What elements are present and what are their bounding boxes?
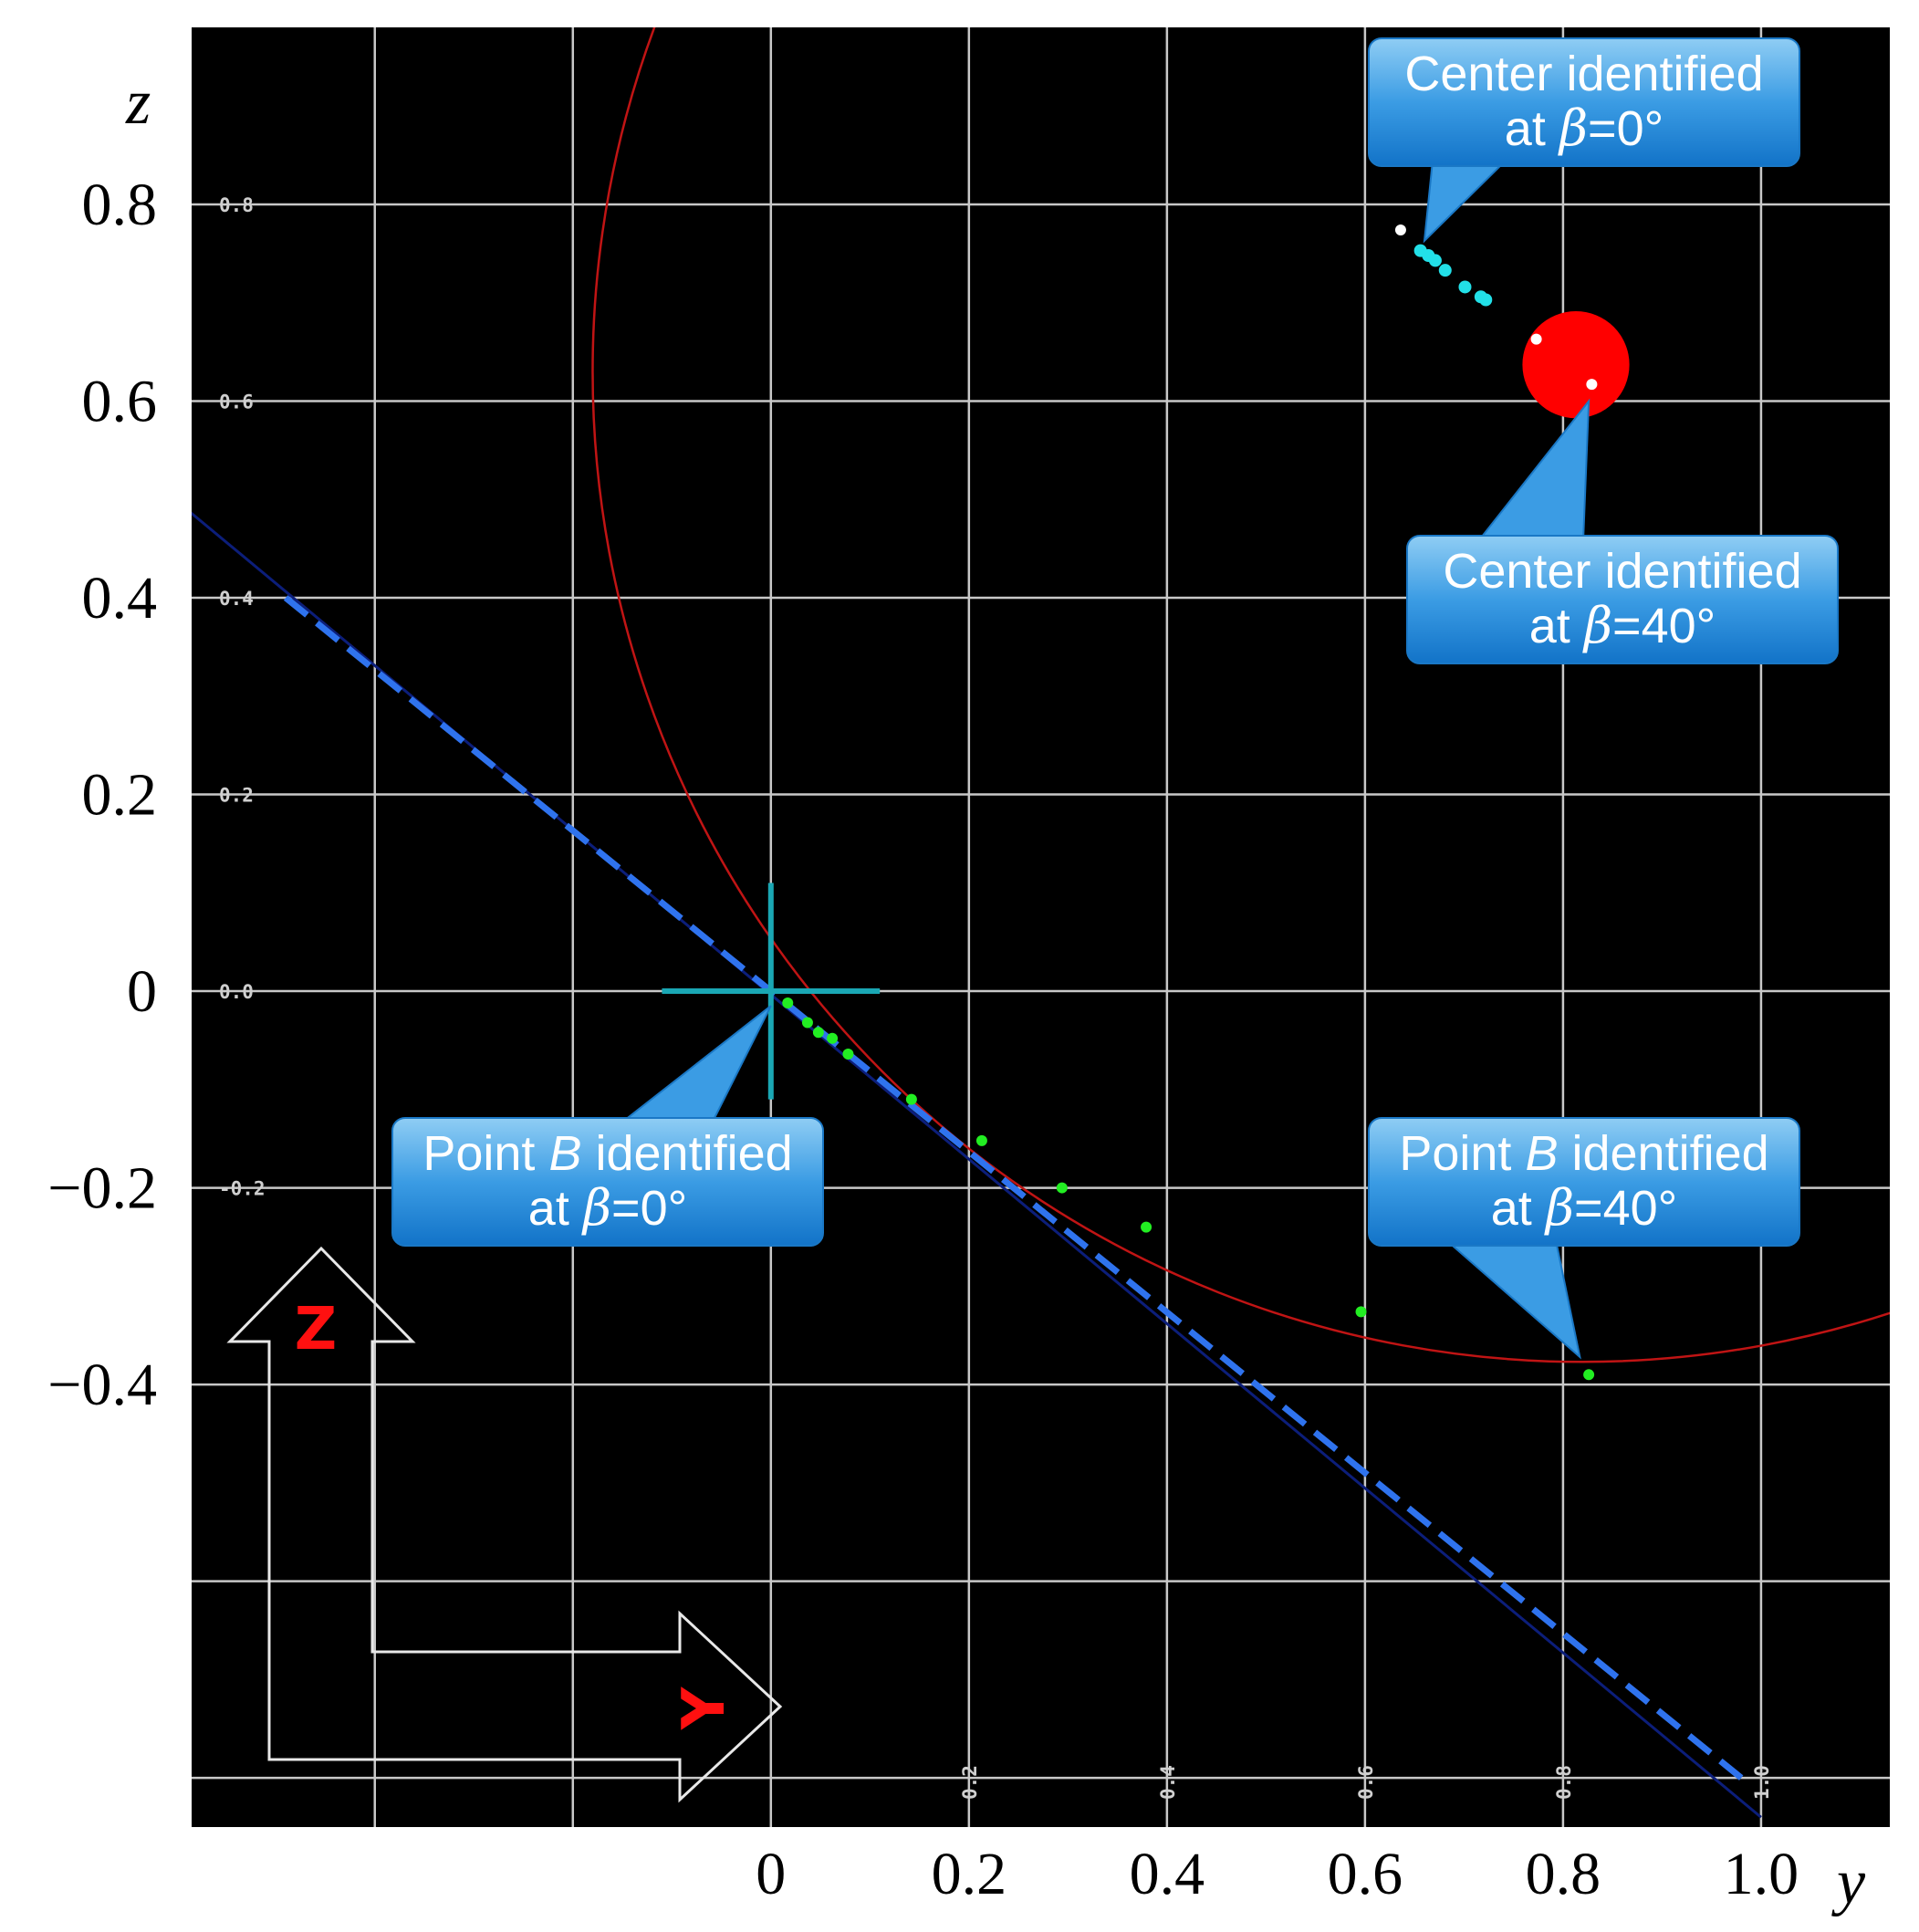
z-axis-tick-label: 0.8 [82,172,158,238]
coordinate-frame-arrows: ZY [226,1246,783,1803]
red-center-disc [1522,311,1630,419]
callout-symbol: β [1582,597,1612,654]
inner-tick-labels: 0.8 0.6 0.4 0.2 0.0 -0.2 0.2 0.4 0.6 0.8 1.0 [219,194,1773,1800]
z-axis-tick-label: 0.6 [82,368,158,434]
z-axis-tick-label: −0.2 [47,1155,157,1222]
inner-z-tick-label: -0.2 [219,1178,266,1200]
inner-z-tick-label: 0.6 [219,391,254,413]
y-axis-tick-label: 0.2 [932,1841,1007,1907]
callout-text-part: identified [581,1126,792,1181]
inner-z-tick-label: 0.0 [219,981,254,1003]
callout-text-part: at [1505,101,1559,156]
callout-text-part: Point [422,1126,548,1181]
point-b-marker [827,1032,839,1044]
white-marker [1586,379,1598,391]
center-marker [1479,293,1493,307]
callout-symbol: B [548,1126,581,1181]
callout-line-2: at β=0° [1505,99,1663,157]
frame-z-label: Z [295,1296,337,1363]
callout-line-1: Center identified [1404,47,1763,101]
callout-symbol: β [1558,99,1588,157]
y-axis-tick-label: 0.6 [1328,1841,1403,1907]
inner-y-tick-label: 0.6 [1355,1765,1377,1800]
point-b-marker [812,1027,824,1039]
z-axis-name: z [125,68,151,138]
center-marker [1438,264,1452,277]
inner-y-tick-label: 0.4 [1157,1765,1179,1800]
y-axis-tick-label: 1.0 [1724,1841,1799,1907]
callout-line-1: Point B identified [422,1126,792,1181]
callout-box [1406,535,1839,664]
plot-background [192,27,1890,1827]
center-marker [1458,280,1472,294]
z-axis-tick-label: 0.2 [82,762,158,829]
point-b-marker [1355,1306,1367,1318]
callout-box [1368,1117,1800,1247]
y-axis-tick-label: 0.4 [1130,1841,1205,1907]
frame-arrow-outline [226,1246,783,1803]
callout-line-2: at β=40° [1529,597,1716,654]
callout-text-part: at [1491,1181,1546,1236]
callout-line-1: Center identified [1443,544,1801,599]
center-marker [1428,254,1442,267]
callout-text-part: =0° [1588,101,1663,156]
dashed-fit-line [283,595,1744,1781]
callout-symbol: B [1525,1126,1558,1181]
callout-line-1: Point B identified [1399,1126,1768,1181]
inner-y-tick-label: 0.8 [1553,1765,1575,1800]
trajectory-circle [591,27,1890,1363]
point-b-marker [842,1049,854,1060]
y-axis-name: y [1831,1847,1866,1917]
point-b-marker [1056,1182,1068,1194]
point-b-marker [905,1093,917,1105]
callout-box [391,1117,824,1247]
callout-box [1368,37,1800,167]
frame-y-label: Y [671,1687,738,1730]
data-points [782,224,1630,1381]
callout-symbol: β [581,1179,611,1237]
inner-y-tick-label: 0.2 [959,1765,981,1800]
callout-symbol: β [1544,1179,1574,1237]
callout-text-part: at [528,1181,583,1236]
callout-text-part: =40° [1574,1181,1677,1236]
inner-z-tick-label: 0.4 [219,588,254,610]
callout-text-part: Point [1399,1126,1525,1181]
y-axis-tick-label: 0 [756,1841,786,1907]
callout-text-part: =0° [611,1181,687,1236]
callout-text-part: =40° [1612,599,1716,653]
callout-text-part: at [1529,599,1584,653]
point-b-marker [1141,1221,1152,1233]
z-axis-tick-label: −0.4 [47,1352,157,1418]
point-b-marker [975,1134,987,1146]
y-axis-tick-label: 0.8 [1526,1841,1601,1907]
curves [192,27,1890,1819]
white-marker [1394,224,1406,235]
point-b-marker [801,1017,813,1029]
point-b-marker [1583,1369,1595,1381]
white-marker [1530,333,1542,345]
inner-z-tick-label: 0.8 [219,194,254,216]
z-axis-tick-label: 0 [127,958,157,1025]
callout-text-part: identified [1558,1126,1768,1181]
callout-line-2: at β=0° [528,1179,687,1237]
callout-line-2: at β=40° [1491,1179,1677,1237]
inner-y-tick-label: 1.0 [1751,1765,1773,1800]
z-axis-tick-label: 0.4 [82,565,158,632]
point-b-marker [782,997,794,1008]
inner-z-tick-label: 0.2 [219,785,254,807]
outer-tick-labels: 0 0.2 0.4 0.6 0.8 1.0 0.8 0.6 0.4 0.2 0 −0.2 −0.4 [47,172,1799,1907]
